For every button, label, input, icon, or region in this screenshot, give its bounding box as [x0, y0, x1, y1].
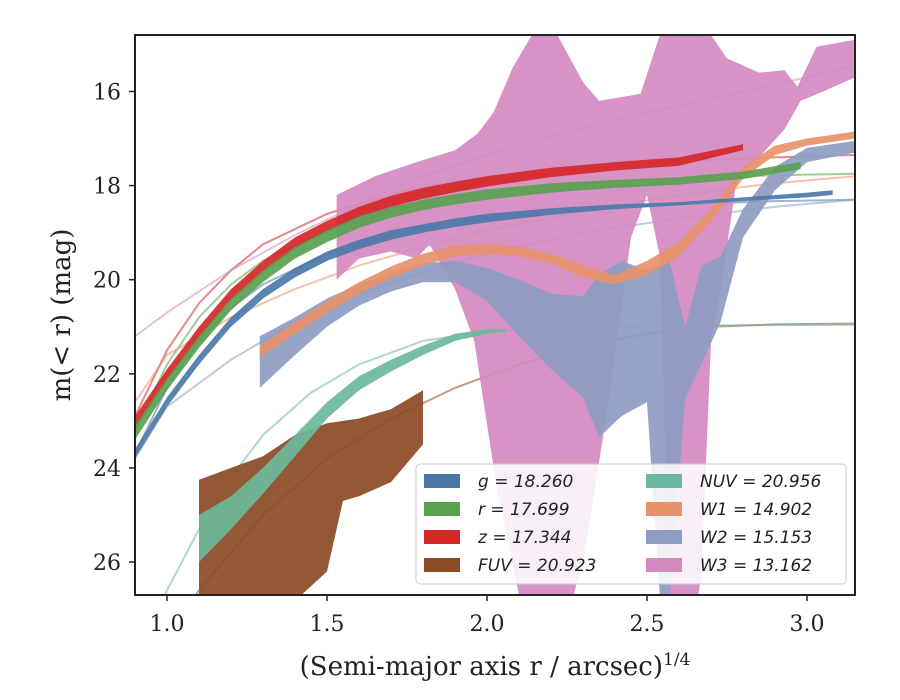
data-bands: [135, 35, 855, 595]
x-tick-label: 1.0: [150, 612, 185, 637]
y-axis: 16 18 20 22 24 26: [93, 80, 135, 576]
band-FUV: [199, 390, 423, 595]
y-tick-label: 24: [93, 457, 121, 482]
legend-label-W2: W2 = 15.153: [700, 528, 812, 548]
legend-label-r: r = 17.699: [478, 500, 570, 520]
y-tick-label: 26: [93, 551, 121, 576]
legend-swatch-W1: [646, 502, 682, 516]
legend: g = 18.260 r = 17.699 z = 17.344 FUV = 20.9…: [415, 463, 847, 585]
legend-swatch-g: [424, 474, 460, 488]
legend-swatch-NUV: [646, 474, 682, 488]
y-tick-label: 22: [93, 363, 121, 388]
band-W2: [259, 140, 855, 595]
legend-label-W1: W1 = 14.902: [700, 500, 812, 520]
legend-label-FUV: FUV = 20.923: [478, 556, 596, 576]
legend-label-g: g = 18.260: [478, 472, 573, 492]
x-axis: 1.0 1.5 2.0 2.5 3.0: [150, 595, 825, 637]
y-tick-label: 18: [93, 175, 121, 200]
legend-swatch-r: [424, 502, 460, 516]
x-axis-title: (Semi-major axis r / arcsec)1/4: [300, 650, 691, 682]
legend-swatch-W3: [646, 558, 682, 572]
legend-label-z: z = 17.344: [477, 528, 571, 548]
x-tick-label: 1.5: [310, 612, 345, 637]
x-tick-label: 2.0: [470, 612, 505, 637]
legend-label-W3: W3 = 13.162: [700, 556, 812, 576]
legend-swatch-z: [424, 530, 460, 544]
y-axis-title: m(< r) (mag): [47, 229, 77, 402]
plot-frame: [134, 34, 856, 596]
legend-label-NUV: NUV = 20.956: [700, 472, 822, 492]
legend-swatch-FUV: [424, 558, 460, 572]
x-tick-label: 3.0: [790, 612, 825, 637]
y-tick-label: 16: [93, 80, 121, 105]
y-tick-label: 20: [93, 269, 121, 294]
legend-swatch-W2: [646, 530, 682, 544]
x-tick-label: 2.5: [630, 612, 665, 637]
legend-box: [415, 463, 847, 585]
